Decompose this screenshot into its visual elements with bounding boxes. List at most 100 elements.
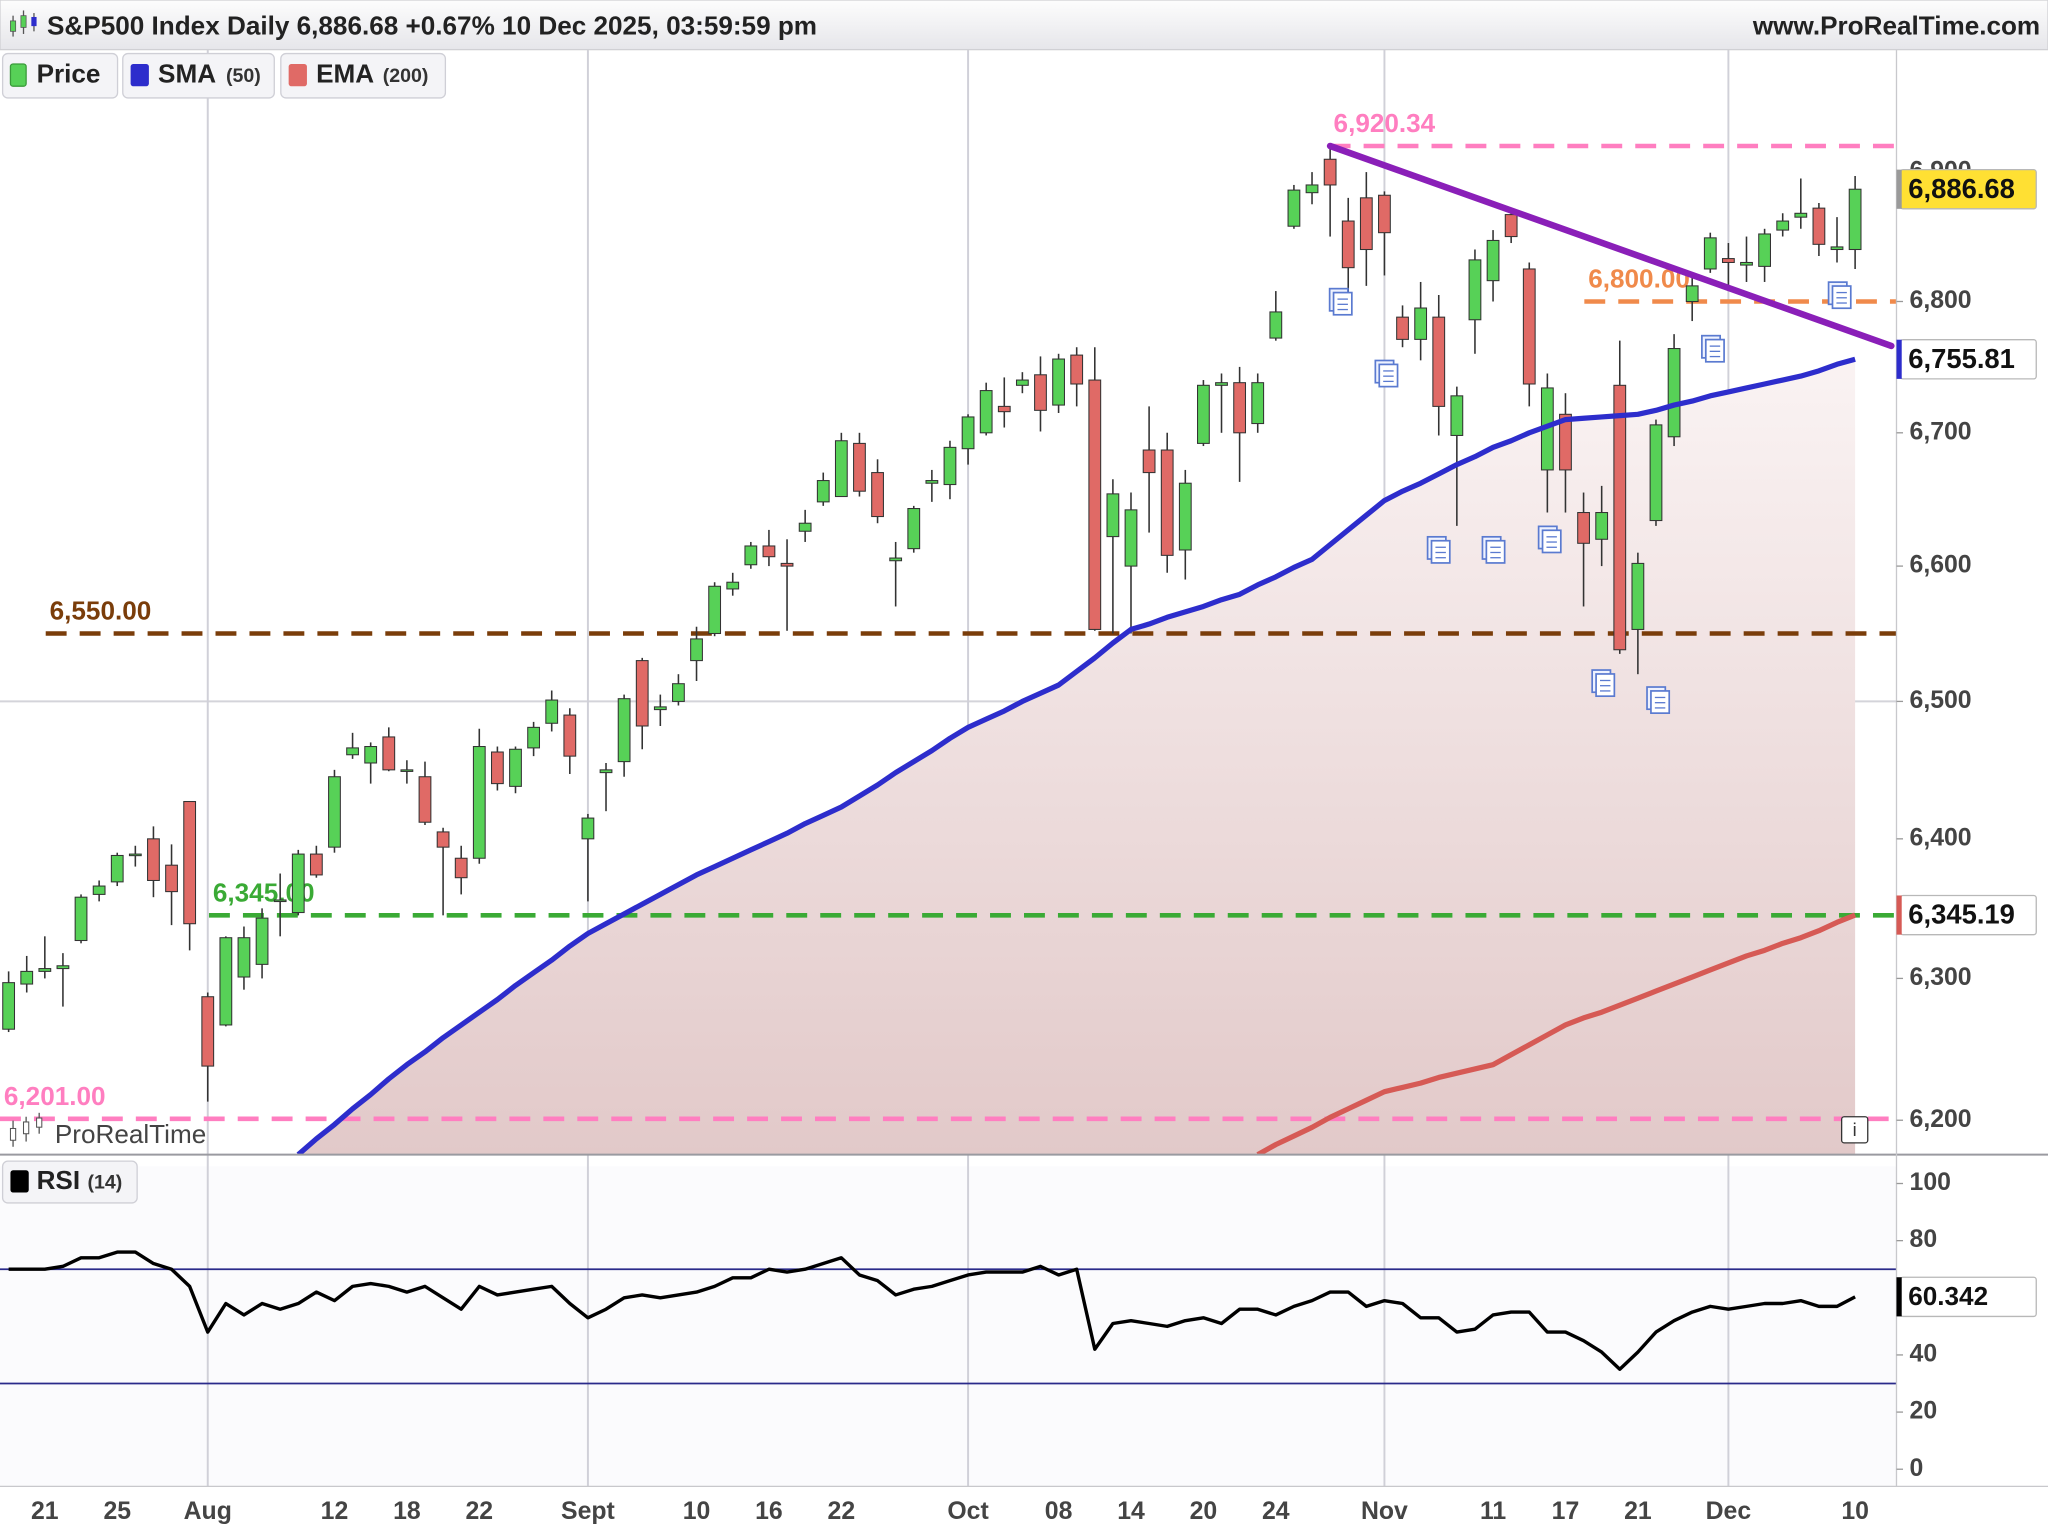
y-tick-label: 6,300 [1910, 964, 1972, 991]
candle-body [1106, 493, 1120, 538]
x-tick-label: 24 [1262, 1498, 1290, 1525]
value-box-label: 60.342 [1908, 1281, 1988, 1311]
candle-body [1631, 562, 1645, 630]
candle-body [165, 864, 178, 893]
candle-body [1649, 424, 1663, 522]
legend-sma[interactable]: SMA (50) [122, 52, 275, 99]
candle-body [490, 751, 504, 785]
level-label: 6,201.00 [4, 1081, 106, 1111]
candle-body [943, 446, 957, 486]
y-tick-label: 6,500 [1910, 687, 1972, 714]
candle-body [1758, 233, 1771, 267]
candle-body [309, 853, 323, 876]
x-tick-label: 22 [828, 1498, 856, 1525]
x-tick-label: Aug [184, 1498, 232, 1525]
y-tick-label: 6,400 [1910, 824, 1972, 851]
candle-body [147, 838, 160, 882]
candle-body [780, 562, 794, 567]
candle-body [979, 390, 993, 434]
level-label: 6,550.00 [50, 596, 152, 626]
candle-body [1812, 207, 1826, 245]
news-icon [1701, 334, 1725, 363]
rsi-panel [0, 1166, 1897, 1487]
candle-body [726, 581, 740, 590]
candle-body [925, 480, 939, 484]
candle-body [92, 885, 106, 895]
candle-body [38, 968, 52, 972]
candle-body [1559, 413, 1572, 471]
chart-title: S&P500 Index Daily 6,886.68 +0.67% 10 De… [47, 10, 817, 40]
legend-label: EMA [316, 59, 374, 89]
info-button[interactable]: i [1840, 1116, 1869, 1144]
candle-body [690, 638, 703, 662]
candle-body [509, 748, 522, 787]
candle-body [1359, 197, 1373, 251]
candle-body [1341, 220, 1355, 269]
candle-body [1323, 158, 1337, 186]
legend-rsi[interactable]: RSI (14) [1, 1160, 138, 1204]
legend-label: SMA [158, 59, 216, 89]
candle-body [1577, 512, 1590, 544]
candle-body [581, 817, 595, 840]
candle-body [418, 776, 432, 823]
y-tick-label: 40 [1910, 1340, 1938, 1367]
x-tick-label: 25 [103, 1498, 131, 1525]
x-tick-label: Nov [1361, 1498, 1408, 1525]
candle-body [2, 982, 16, 1030]
candle-body [1794, 212, 1808, 218]
candle-body [1070, 354, 1084, 385]
y-tick-label: 100 [1910, 1169, 1951, 1196]
series-line [8, 1250, 1856, 1371]
candle-body [1015, 379, 1029, 386]
candle-body [1486, 239, 1500, 282]
candle-body [1052, 358, 1065, 406]
value-box-label: 6,886.68 [1908, 173, 2015, 204]
candle-body [1685, 285, 1699, 303]
y-tick-label: 6,800 [1910, 287, 1972, 314]
y-tick-label: 20 [1910, 1398, 1938, 1425]
candle-body [454, 857, 468, 879]
candle-body [853, 442, 866, 492]
legend-param: (50) [226, 65, 261, 87]
candle-body [346, 747, 359, 756]
candle-body [816, 480, 830, 503]
candle-body [1215, 382, 1228, 386]
candle-body [219, 937, 233, 1026]
candles [2, 146, 1862, 1102]
candle-body [382, 736, 396, 771]
news-icon [1374, 359, 1399, 388]
candle-body [1432, 316, 1446, 407]
news-icon [1827, 281, 1852, 310]
legend-ema[interactable]: EMA (200) [280, 52, 447, 99]
candle-body [798, 522, 812, 532]
candle-body [56, 965, 70, 970]
value-box-accent [1896, 1277, 1902, 1317]
value-box-label: 6,755.81 [1908, 343, 2015, 374]
candle-body [672, 683, 685, 702]
candle-body [237, 937, 251, 978]
fills [298, 359, 1856, 1155]
watermark-icon [9, 1112, 43, 1147]
lines [296, 142, 1895, 1155]
value-box-label: 6,345.19 [1908, 899, 2015, 930]
candle-body [328, 776, 341, 848]
candle-body [653, 706, 667, 711]
candle-body [708, 585, 722, 635]
candle-body [1251, 382, 1265, 425]
trendline [1326, 142, 1895, 350]
candle-body [201, 996, 215, 1067]
candle-body [1830, 246, 1844, 251]
source-url[interactable]: www.ProRealTime.com [1752, 10, 2040, 40]
x-tick-label: 08 [1045, 1498, 1073, 1525]
x-tick-label: 18 [393, 1498, 421, 1525]
candle-body [1721, 258, 1735, 263]
area-fill [298, 359, 1856, 1155]
legend-price[interactable]: Price [1, 52, 119, 99]
x-tick-label: 12 [321, 1498, 349, 1525]
value-box: 6,755.81 [1896, 339, 2037, 380]
candle-body [1504, 214, 1518, 238]
candle-body [889, 557, 903, 562]
candle-body [110, 854, 124, 883]
candle-body [1142, 449, 1156, 474]
